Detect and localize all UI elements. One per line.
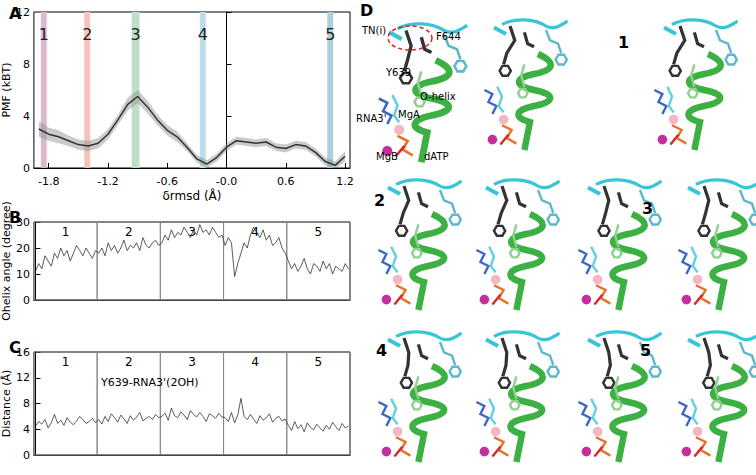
- svg-text:10: 10: [16, 268, 30, 281]
- svg-text:1: 1: [62, 225, 70, 239]
- svg-text:Y639-RNA3'(2OH): Y639-RNA3'(2OH): [100, 376, 199, 389]
- svg-text:3: 3: [188, 355, 196, 369]
- svg-text:16: 16: [15, 345, 30, 359]
- svg-text:0: 0: [23, 162, 30, 175]
- svg-text:O-helix: O-helix: [420, 91, 456, 102]
- svg-text:-0.6: -0.6: [157, 175, 178, 188]
- svg-text:5: 5: [315, 355, 323, 369]
- svg-text:0: 0: [23, 449, 30, 462]
- svg-text:8: 8: [23, 58, 30, 71]
- svg-text:2: 2: [82, 25, 92, 44]
- svg-text:3: 3: [642, 199, 653, 218]
- svg-text:4: 4: [376, 341, 387, 360]
- svg-text:3: 3: [131, 25, 141, 44]
- svg-text:12: 12: [15, 5, 30, 19]
- svg-text:5: 5: [325, 25, 335, 44]
- svg-text:δrmsd (Å): δrmsd (Å): [162, 188, 221, 203]
- svg-text:5: 5: [315, 225, 323, 239]
- svg-text:PMF (kBT): PMF (kBT): [0, 62, 13, 117]
- svg-text:2: 2: [125, 355, 133, 369]
- svg-text:Distance (Å): Distance (Å): [0, 370, 13, 438]
- svg-text:1.2: 1.2: [336, 175, 354, 188]
- svg-text:Y639: Y639: [385, 67, 411, 78]
- svg-text:8: 8: [23, 397, 30, 410]
- svg-text:B: B: [9, 208, 21, 227]
- svg-text:-1.2: -1.2: [97, 175, 118, 188]
- svg-text:4: 4: [251, 225, 259, 239]
- svg-text:2: 2: [125, 225, 133, 239]
- svg-text:-0.0: -0.0: [216, 175, 237, 188]
- svg-text:MgA: MgA: [398, 109, 420, 120]
- svg-text:RNA3': RNA3': [356, 113, 386, 124]
- svg-text:0.6: 0.6: [277, 175, 295, 188]
- svg-text:5: 5: [640, 341, 651, 360]
- svg-text:F644: F644: [436, 31, 461, 42]
- svg-text:C: C: [9, 338, 21, 357]
- svg-text:A: A: [9, 4, 22, 23]
- svg-text:D: D: [360, 1, 373, 20]
- svg-text:1: 1: [62, 355, 70, 369]
- svg-text:4: 4: [198, 25, 208, 44]
- svg-text:dATP: dATP: [424, 151, 449, 162]
- svg-text:1: 1: [618, 33, 629, 52]
- svg-text:-1.8: -1.8: [38, 175, 59, 188]
- svg-text:4: 4: [23, 110, 30, 123]
- svg-text:2: 2: [374, 191, 385, 210]
- svg-text:1: 1: [39, 25, 49, 44]
- svg-text:4: 4: [23, 423, 30, 436]
- svg-text:30: 30: [15, 215, 30, 229]
- svg-text:MgB: MgB: [376, 151, 398, 162]
- svg-text:20: 20: [16, 242, 30, 255]
- svg-text:4: 4: [251, 355, 259, 369]
- svg-text:0: 0: [23, 294, 30, 307]
- svg-text:3: 3: [188, 224, 196, 239]
- svg-text:TN(i): TN(i): [361, 25, 386, 36]
- svg-text:Ohelix angle (degree): Ohelix angle (degree): [0, 201, 13, 321]
- svg-text:12: 12: [16, 371, 30, 384]
